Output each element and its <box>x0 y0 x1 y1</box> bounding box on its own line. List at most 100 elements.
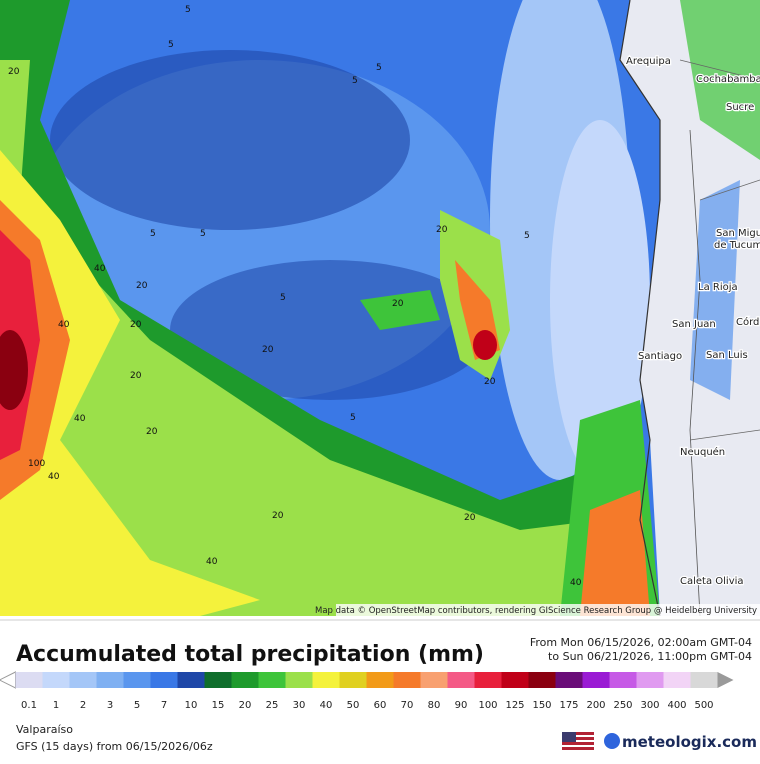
colorbar-cell <box>258 672 286 688</box>
contour-label: 5 <box>150 229 156 239</box>
contour-label: 5 <box>200 229 206 239</box>
colorbar-cell <box>582 672 610 688</box>
contour-labels: 5 5 5 5 5 5 5 5 5 20 20 20 20 20 20 20 20 20 20 20 40 40 40 40 4… <box>8 5 582 588</box>
colorbar-cell <box>15 672 43 688</box>
colorbar-tick-label: 20 <box>239 700 252 711</box>
colorbar-cell <box>447 672 475 688</box>
contour-label: 40 <box>58 320 70 330</box>
colorbar-cell <box>204 672 232 688</box>
colorbar-cell <box>42 672 70 688</box>
contour-label: 20 <box>392 299 404 309</box>
place: San Juan <box>672 319 716 330</box>
colorbar-tick-label: 3 <box>107 700 113 711</box>
contour-label: 5 <box>376 63 382 73</box>
colorbar-tick-label: 2 <box>80 700 86 711</box>
contour-label: 5 <box>350 413 356 423</box>
contour-label: 20 <box>130 371 142 381</box>
location: Valparaíso <box>16 723 73 736</box>
colorbar: 0.1 1 2 3 5 7 10 15 20 25 30 40 50 60 70 80 90 100 125 150 1… <box>0 671 734 711</box>
colorbar-cell <box>555 672 583 688</box>
colorbar-tick-label: 0.1 <box>21 700 37 711</box>
colorbar-cell <box>231 672 259 688</box>
colorbar-cell <box>636 672 664 688</box>
colorbar-cell <box>69 672 97 688</box>
contour-label: 100 <box>28 459 45 469</box>
contour-label: 20 <box>272 511 284 521</box>
colorbar-cell <box>339 672 367 688</box>
colorbar-tick-label: 125 <box>505 700 524 711</box>
period-from: From Mon 06/15/2026, 02:00am GMT-04 <box>530 636 752 649</box>
place: de Tucum <box>714 240 760 251</box>
colorbar-cell <box>96 672 124 688</box>
contour-label: 40 <box>570 578 582 588</box>
colorbar-tick-label: 150 <box>532 700 551 711</box>
colorbar-cell <box>150 672 178 688</box>
colorbar-cell <box>366 672 394 688</box>
contour-label: 5 <box>185 5 191 15</box>
colorbar-cell <box>420 672 448 688</box>
contour-label: 20 <box>8 67 20 77</box>
contour-label: 5 <box>524 231 530 241</box>
colorbar-cell <box>474 672 502 688</box>
colorbar-tick-label: 60 <box>374 700 387 711</box>
colorbar-cell <box>312 672 340 688</box>
colorbar-tick-label: 1 <box>53 700 59 711</box>
place: Sucre <box>726 102 754 113</box>
contour-label: 20 <box>484 377 496 387</box>
contour-label: 20 <box>130 320 142 330</box>
attribution: Map data © OpenStreetMap contributors, r… <box>315 606 757 616</box>
contour-label: 5 <box>352 76 358 86</box>
colorbar-cell <box>501 672 529 688</box>
place: Santiago <box>638 351 682 362</box>
place: Córd <box>736 316 759 328</box>
contour-label: 20 <box>464 513 476 523</box>
colorbar-cell <box>609 672 637 688</box>
contour-label: 20 <box>146 427 158 437</box>
colorbar-tick-label: 80 <box>428 700 441 711</box>
contour-label: 5 <box>168 40 174 50</box>
colorbar-tick-label: 90 <box>455 700 468 711</box>
colorbar-cell <box>177 672 205 688</box>
contour-label: 20 <box>136 281 148 291</box>
colorbar-tick-label: 7 <box>161 700 167 711</box>
place: Neuquén <box>680 446 725 458</box>
colorbar-tick-label: 500 <box>694 700 713 711</box>
colorbar-cell <box>393 672 421 688</box>
map: Map data © OpenStreetMap contributors, r… <box>0 0 760 616</box>
colorbar-tick-label: 25 <box>266 700 279 711</box>
brand[interactable]: meteologix.com <box>622 733 757 751</box>
colorbar-tick-label: 40 <box>320 700 333 711</box>
place-labels: Arequipa Cochabamba Sucre San Migu de Tu… <box>625 55 760 589</box>
colorbar-cell <box>528 672 556 688</box>
colorbar-tick-label: 15 <box>212 700 225 711</box>
place: San Migu <box>716 228 760 239</box>
place: San Luis <box>706 350 748 361</box>
colorbar-tick-label: 400 <box>667 700 686 711</box>
colorbar-tick-label: 175 <box>559 700 578 711</box>
colorbar-cell <box>285 672 313 688</box>
colorbar-tick-label: 250 <box>613 700 632 711</box>
logo <box>604 733 620 749</box>
flag <box>562 732 594 750</box>
model-run: GFS (15 days) from 06/15/2026/06z <box>16 740 213 753</box>
colorbar-tick-label: 10 <box>185 700 198 711</box>
colorbar-end <box>0 671 16 689</box>
colorbar-tick-label: 100 <box>478 700 497 711</box>
colorbar-tick-label: 5 <box>134 700 140 711</box>
contour-label: 20 <box>436 225 448 235</box>
colorbar-tick-label: 70 <box>401 700 414 711</box>
contour-label: 40 <box>74 414 86 424</box>
colorbar-tick-label: 30 <box>293 700 306 711</box>
colorbar-end <box>717 672 734 688</box>
colorbar-tick-label: 50 <box>347 700 360 711</box>
colorbar-cell <box>690 672 718 688</box>
contour-label: 40 <box>94 264 106 274</box>
colorbar-tick-label: 300 <box>640 700 659 711</box>
place: Arequipa <box>626 56 671 67</box>
contour-label: 5 <box>280 293 286 303</box>
colorbar-cell <box>663 672 691 688</box>
period-to: to Sun 06/21/2026, 11:00pm GMT-04 <box>548 650 752 663</box>
place: La Rioja <box>698 282 738 293</box>
place: Cochabamba <box>696 74 760 85</box>
